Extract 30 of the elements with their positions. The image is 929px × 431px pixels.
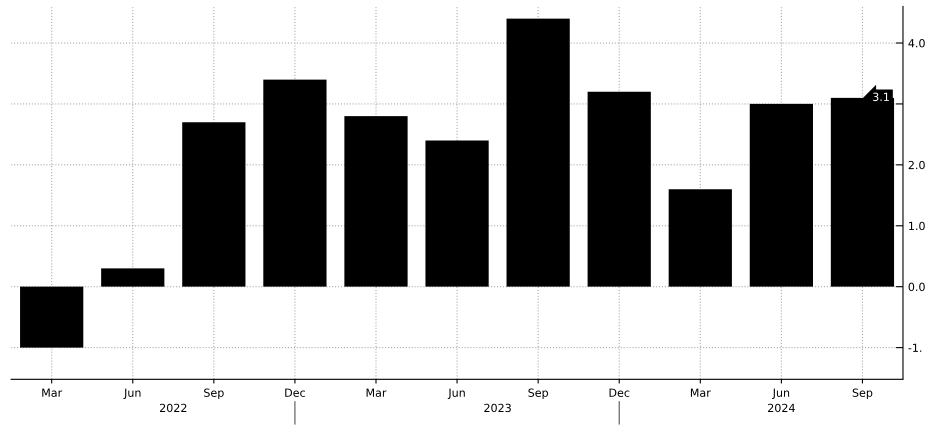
y-tick-label: -1. <box>908 344 922 352</box>
x-tick-label: Dec <box>610 388 630 397</box>
x-tick-label: Sep <box>204 388 224 400</box>
bar <box>20 286 84 348</box>
bar <box>182 122 246 287</box>
y-tick-label: 4.0 <box>908 38 925 48</box>
x-tick-label: Jun <box>124 388 140 399</box>
bar <box>344 116 408 287</box>
bar <box>101 268 164 287</box>
x-tick-label: Dec <box>285 388 305 397</box>
y-tick-label: 0.0 <box>908 282 925 292</box>
bar <box>750 104 813 287</box>
x-tick-label: Jun <box>772 388 790 399</box>
data-label: 3.1 <box>873 92 889 102</box>
text: 2023 <box>484 404 511 412</box>
text: 2022 <box>160 404 186 412</box>
bar <box>506 18 570 287</box>
bar <box>263 80 327 287</box>
x-tick-label: Sep <box>528 388 548 400</box>
bar <box>668 189 732 287</box>
x-tick-label: Mar <box>42 388 62 397</box>
bar <box>425 140 489 287</box>
x-tick-label: Sep <box>852 388 872 400</box>
bar <box>588 92 651 287</box>
y-tick-label: 2.0 <box>908 160 925 170</box>
text: 2024 <box>768 404 795 412</box>
x-tick-label: Mar <box>690 388 711 397</box>
x-tick-label: Mar <box>366 388 386 397</box>
x-tick-label: Jun <box>448 388 465 399</box>
y-tick-label: 1.0 <box>909 222 925 230</box>
